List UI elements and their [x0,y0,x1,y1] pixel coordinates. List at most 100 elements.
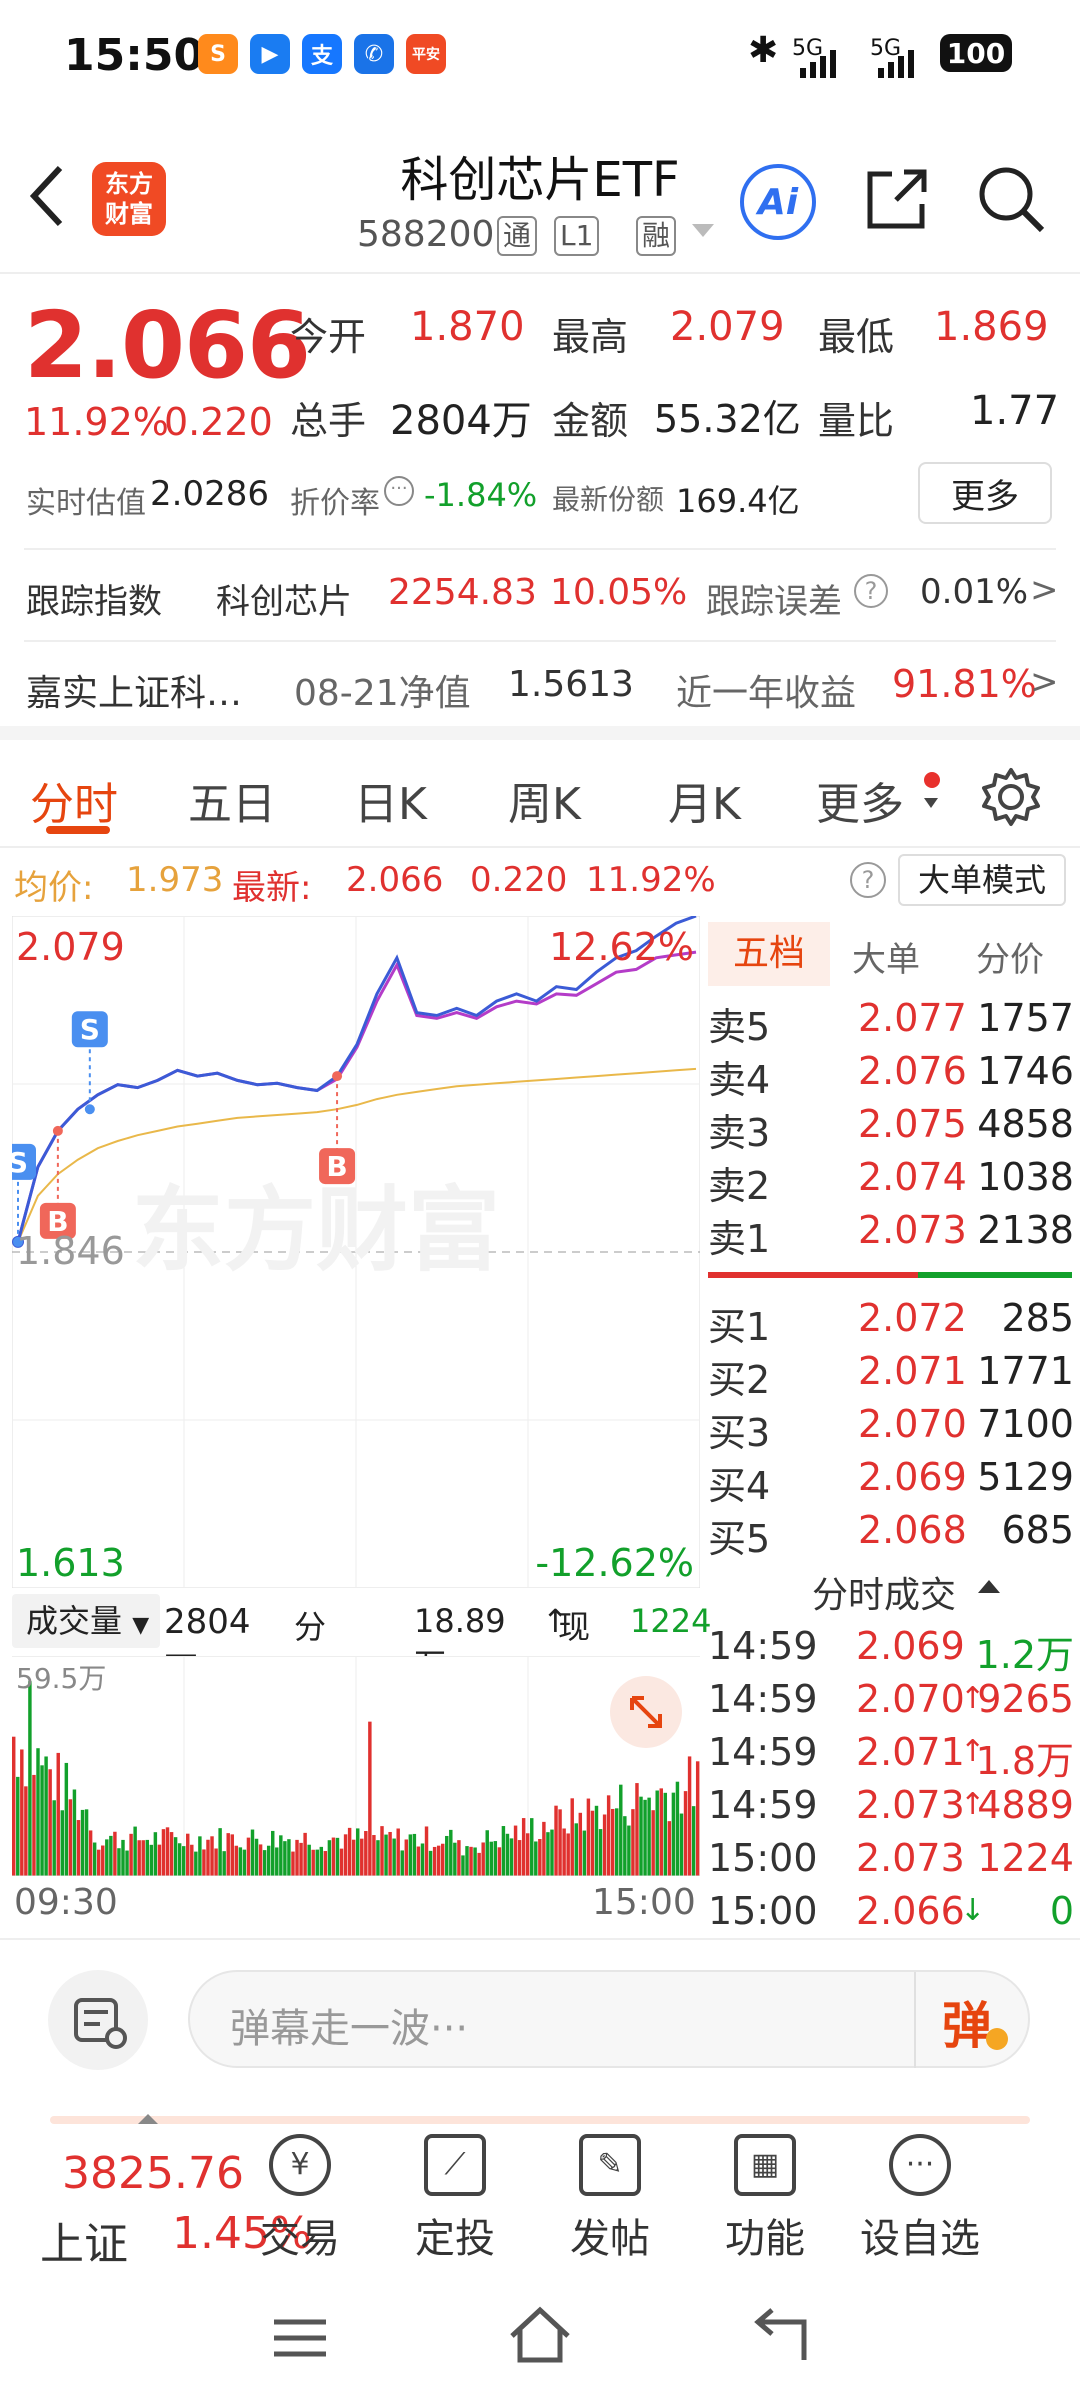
marker-point [332,1071,343,1082]
volume-bar [428,1850,433,1876]
volume-bar [295,1839,299,1876]
invest-icon: ⟋ [424,2134,486,2196]
open-value: 1.870 [410,304,525,350]
volume-ratio-label: 量比 [818,399,895,443]
volume-bar [623,1816,627,1876]
tab-large-orders[interactable]: 大单 [852,940,920,980]
asks-row[interactable]: 卖1 2.073 2138 [708,1208,1080,1262]
page-title: 科创芯片ETF [400,152,680,208]
sse-index-pct[interactable]: 1.45% [172,2208,312,2259]
tab-weekly-k[interactable]: 周K [508,779,581,830]
ai-assistant-button[interactable]: Ai [740,164,816,240]
info-dots-icon[interactable]: ··· [384,476,414,506]
tab-monthly-k[interactable]: 月K [668,779,741,830]
back-icon[interactable] [26,164,66,228]
volume-bar [262,1850,267,1876]
volume-bar [242,1849,247,1876]
tab-five-levels[interactable]: 五档 [708,922,830,986]
trade-row: 14:59 2.069 1.2万 [708,1624,1080,1678]
volume-bar [319,1846,324,1876]
tab-price-distribution[interactable]: 分价 [976,940,1044,980]
status-bar: 15:50 S ▶ 支 ✆ 平安 ✱ 5G 5G 100 [0,0,1080,115]
volume-bar [125,1850,129,1876]
trade-price: 2.069 [856,1624,965,1668]
asks-row[interactable]: 卖3 2.075 4858 [708,1102,1080,1156]
search-icon[interactable] [974,162,1048,236]
volume-bar [521,1818,526,1876]
volume-bar [149,1844,154,1876]
clock: 15:50 [64,30,205,81]
expand-icon[interactable] [630,1696,662,1728]
level-price: 2.076 [858,1049,967,1093]
nav-watchlist[interactable]: ··· 设自选 [845,2134,995,2264]
tab-daily-k[interactable]: 日K [354,779,427,830]
volume-bar [250,1829,255,1876]
volume-bar [615,1808,619,1876]
level-price: 2.073 [858,1208,967,1252]
settings-gear-icon[interactable] [980,766,1042,828]
trade-row: 14:59 2.070 ↑ 9265 [708,1677,1080,1731]
high-value: 2.079 [670,304,785,350]
time-sales-title[interactable]: 分时成交 [812,1575,957,1616]
sse-index-value[interactable]: 3825.76 [62,2148,244,2199]
tag-l1: L1 [554,216,600,256]
volume-chart[interactable]: 59.5万 [12,1656,700,1876]
volume-bar [16,1776,20,1876]
volume-bar [24,1786,28,1876]
menu-icon[interactable] [272,2316,328,2360]
help-icon[interactable]: ? [854,574,888,608]
more-info-button[interactable]: 更多 [918,462,1052,524]
volume-bar [566,1833,570,1876]
volume-bar [36,1748,40,1876]
asks-row[interactable]: 卖5 2.077 1757 [708,996,1080,1050]
marker-label: S [80,1013,100,1046]
volume-bar [606,1795,611,1876]
volume-bar [497,1847,502,1876]
signal-5g-label-2: 5G [870,36,902,61]
high-label: 最高 [552,315,629,359]
share-icon[interactable] [862,164,932,234]
nav-invest[interactable]: ⟋ 定投 [380,2134,530,2264]
up-arrow-icon: ↑ [960,1734,986,1769]
asks-row[interactable]: 卖4 2.076 1746 [708,1049,1080,1103]
volume-bar [28,1681,32,1876]
danmaku-settings-button[interactable] [48,1970,148,2070]
back-nav-icon[interactable] [752,2308,812,2364]
eastmoney-logo: 东方 财富 [92,162,166,236]
volume-bar [639,1796,643,1876]
volume-bar [538,1839,542,1876]
asks-row[interactable]: 卖2 2.074 1038 [708,1155,1080,1209]
low-label: 最低 [818,315,895,359]
bids-row[interactable]: 买2 2.071 1771 [708,1349,1080,1403]
trade-time: 15:00 [708,1836,818,1880]
tab-five-day[interactable]: 五日 [188,779,276,830]
bids-row[interactable]: 买3 2.070 7100 [708,1402,1080,1456]
volume-bar [222,1851,226,1876]
volume-bar [153,1832,158,1876]
nav-functions[interactable]: ▦ 功能 [690,2134,840,2264]
help-icon[interactable]: ? [850,862,886,898]
nav-post[interactable]: ✎ 发帖 [535,2134,685,2264]
dropdown-arrow-icon[interactable] [692,224,714,237]
large-order-mode-button[interactable]: 大单模式 [898,854,1066,906]
volume-bar [485,1830,489,1876]
level-label: 买1 [708,1305,771,1349]
volume-bar [238,1847,243,1876]
bids-row[interactable]: 买1 2.072 285 [708,1296,1080,1350]
nav-trade[interactable]: ¥ 交易 [225,2134,375,2264]
tab-intraday[interactable]: 分时 [30,779,118,830]
bids-row[interactable]: 买5 2.068 685 [708,1508,1080,1562]
trade-time: 14:59 [708,1677,818,1721]
tab-more[interactable]: 更多 [816,779,904,830]
home-icon[interactable] [508,2306,572,2364]
volume-type-dropdown[interactable]: 成交量 ▼ [12,1594,160,1648]
volume-bar [202,1849,206,1876]
sse-index-name[interactable]: 上证 [40,2219,128,2270]
volume-bar [339,1848,344,1876]
bids-row[interactable]: 买4 2.069 5129 [708,1455,1080,1509]
danmaku-send-button[interactable]: 弹 [942,1997,992,2055]
danmaku-input[interactable]: 弹幕走一波··· 弹 [188,1970,1030,2068]
average-line [17,1067,697,1243]
level-price: 2.070 [858,1402,967,1446]
